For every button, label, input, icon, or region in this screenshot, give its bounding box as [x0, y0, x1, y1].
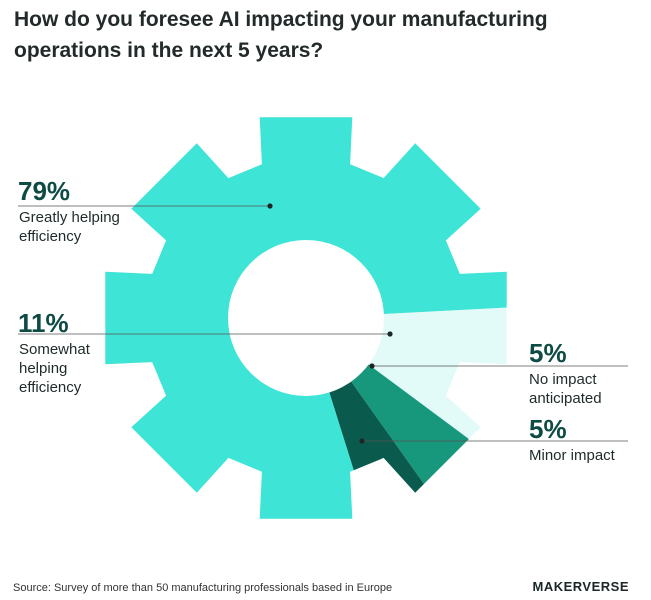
minor-impact-value: 5% — [529, 414, 567, 444]
leader-dot-greatly — [267, 203, 273, 209]
brand-logo: MAKERVERSE — [532, 579, 629, 594]
no-impact-label: No impact anticipated — [529, 370, 651, 408]
somewhat-helping-value: 11% — [18, 308, 69, 338]
no-impact-line-2: anticipated — [529, 390, 602, 407]
somewhat-helping-label: Somewhat helping efficiency — [19, 340, 179, 397]
leader-lines — [18, 203, 628, 444]
greatly-helping-line-1: Greatly helping — [19, 209, 120, 226]
greatly-helping-line-2: efficiency — [19, 228, 82, 245]
somewhat-helping-line-1: Somewhat — [19, 341, 90, 358]
greatly-helping-value: 79% — [18, 176, 71, 206]
no-impact-line-1: No impact — [529, 371, 597, 388]
leader-dot-no-impact — [369, 363, 375, 369]
leader-dot-minor — [359, 438, 365, 444]
leader-dot-somewhat — [387, 331, 393, 337]
somewhat-helping-line-3: efficiency — [19, 379, 82, 396]
somewhat-helping-line-2: helping — [19, 360, 68, 377]
minor-impact-label: Minor impact — [529, 446, 651, 465]
minor-impact-line-1: Minor impact — [529, 447, 615, 464]
source-note: Source: Survey of more than 50 manufactu… — [13, 582, 393, 594]
chart-title: How do you foresee AI impacting your man… — [14, 8, 548, 62]
no-impact-value: 5% — [529, 338, 567, 368]
slice-group — [105, 117, 507, 519]
greatly-helping-label: Greatly helping efficiency — [19, 208, 179, 246]
